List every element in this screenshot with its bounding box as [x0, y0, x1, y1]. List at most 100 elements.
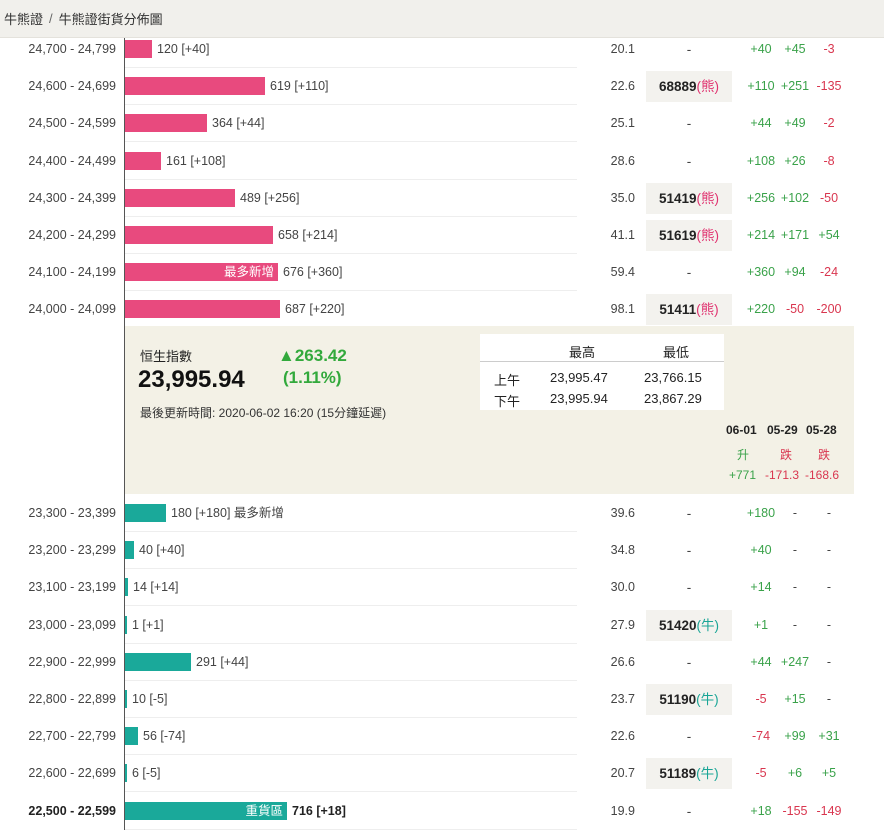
- row-divider: [125, 104, 577, 106]
- bear-distribution-bar[interactable]: [125, 188, 235, 207]
- strike-range: 23,000 - 23,099: [28, 617, 116, 632]
- bull-distribution-bar[interactable]: [125, 727, 138, 746]
- bull-distribution-bar[interactable]: [125, 690, 127, 708]
- direction-2: 跌: [780, 448, 793, 462]
- bull-distribution-bar[interactable]: [125, 652, 191, 671]
- warrant-code-number: 51420: [658, 617, 697, 633]
- date-header-3: 05-28: [806, 423, 837, 437]
- percent-value: 27.9: [610, 617, 635, 632]
- percent-value: 25.1: [610, 116, 635, 131]
- pm-label: 下午: [494, 394, 521, 409]
- strike-range: 23,100 - 23,199: [28, 580, 116, 595]
- warrant-code-number: 51411: [659, 302, 697, 318]
- pm-high: 23,995.94: [550, 391, 608, 406]
- strike-range: 22,500 - 22,599: [28, 803, 116, 818]
- warrant-code: -: [646, 796, 732, 827]
- index-total-change-2: -171.3: [765, 468, 800, 482]
- daily-change-2: +171: [780, 228, 810, 242]
- breadcrumb-separator: /: [49, 11, 53, 26]
- outstanding-quantity: 6 [-5]: [132, 766, 161, 781]
- strike-range: 24,000 - 24,099: [28, 302, 116, 317]
- outstanding-quantity: 619 [+110]: [270, 79, 329, 94]
- bear-distribution-bar[interactable]: [125, 226, 273, 244]
- bull-distribution-bar[interactable]: [125, 615, 127, 634]
- daily-change-1: +44: [750, 654, 772, 669]
- percent-value: 59.4: [610, 265, 635, 280]
- daily-change-1: +108: [746, 153, 776, 168]
- strike-range: 24,700 - 24,799: [28, 42, 116, 56]
- row-divider: [125, 679, 577, 681]
- warrant-code-link[interactable]: 51420(牛): [646, 609, 732, 641]
- bear-distribution-bar[interactable]: [125, 40, 152, 58]
- daily-change-2: -: [792, 617, 798, 632]
- daily-change-3: -50: [819, 190, 839, 205]
- bull-distribution-bar[interactable]: 重貨區: [125, 801, 287, 820]
- bull-distribution-bar[interactable]: [125, 504, 166, 522]
- daily-change-1: +40: [750, 543, 772, 558]
- table-row: 24,600 - 24,699 619 [+110] 22.6 68889(熊) +11…: [0, 68, 884, 106]
- bear-distribution-bar[interactable]: [125, 151, 161, 170]
- high-low-divider: [480, 361, 724, 362]
- warrant-code-link[interactable]: 68889(熊): [646, 71, 732, 103]
- warrant-code-empty: -: [686, 803, 692, 819]
- table-row: 24,200 - 24,299 658 [+214] 41.1 51619(熊) +21…: [0, 217, 884, 254]
- row-divider: [125, 828, 577, 830]
- percent-value: 39.6: [610, 506, 635, 520]
- percent-value: 19.9: [610, 803, 635, 818]
- bar-inner-label: 重貨區: [245, 803, 283, 818]
- warrant-code-number: 68889: [658, 79, 697, 95]
- daily-change-2: +15: [784, 692, 806, 706]
- warrant-type-tag: (牛): [696, 766, 719, 782]
- daily-change-2: -50: [785, 302, 805, 317]
- index-total-change-1: +771: [729, 468, 757, 482]
- outstanding-quantity: 291 [+44]: [196, 654, 249, 669]
- warrant-code-link[interactable]: 51619(熊): [646, 220, 732, 251]
- bear-distribution-bar[interactable]: [125, 77, 265, 96]
- warrant-code: -: [646, 146, 732, 177]
- breadcrumb-root-link[interactable]: 牛熊證: [4, 12, 44, 27]
- percent-value: 98.1: [610, 302, 635, 317]
- percent-value: 20.7: [610, 766, 635, 781]
- warrant-code-empty: -: [686, 265, 692, 281]
- strike-range: 24,100 - 24,199: [28, 265, 116, 280]
- strike-range: 24,600 - 24,699: [28, 79, 116, 94]
- table-row: 24,300 - 24,399 489 [+256] 35.0 51419(熊) +25…: [0, 180, 884, 217]
- bear-distribution-bar[interactable]: [125, 114, 207, 133]
- bear-distribution-bar[interactable]: [125, 300, 280, 319]
- table-row: 24,500 - 24,599 364 [+44] 25.1 - +44 +49 -2: [0, 105, 884, 143]
- daily-change-1: -5: [755, 766, 767, 781]
- bull-distribution-bar[interactable]: [125, 764, 127, 783]
- strike-range: 22,600 - 22,699: [28, 766, 116, 781]
- outstanding-quantity: 687 [+220]: [285, 302, 345, 317]
- table-row: 23,000 - 23,099 1 [+1] 27.9 51420(牛) +1 - -: [0, 607, 884, 644]
- daily-change-2: -155: [782, 803, 808, 818]
- daily-change-2: -: [792, 543, 798, 558]
- daily-change-1: +40: [750, 42, 772, 56]
- warrant-code-link[interactable]: 51190(牛): [646, 684, 732, 715]
- table-row: 24,700 - 24,799 120 [+40] 20.1 - +40 +45 -3: [0, 31, 884, 68]
- warrant-code-link[interactable]: 51419(熊): [646, 182, 732, 214]
- warrant-type-tag: (牛): [696, 617, 720, 633]
- last-updated-text: 最後更新時間: 2020-06-02 16:20 (15分鐘延遲): [140, 406, 387, 420]
- warrant-code-empty: -: [686, 42, 692, 57]
- daily-change-2: +6: [787, 766, 803, 781]
- daily-change-1: +18: [750, 803, 772, 818]
- strike-range: 22,800 - 22,899: [28, 692, 116, 706]
- strike-range: 22,900 - 22,999: [28, 654, 116, 669]
- daily-change-2: -: [792, 580, 798, 595]
- date-header-2: 05-29: [767, 423, 798, 437]
- table-row: 22,700 - 22,799 56 [-74] 22.6 - -74 +99 +31: [0, 718, 884, 756]
- bull-distribution-bar[interactable]: [125, 541, 134, 560]
- daily-change-2: +49: [784, 116, 806, 131]
- warrant-code-link[interactable]: 51189(牛): [646, 758, 732, 790]
- daily-change-2: +45: [784, 42, 806, 56]
- bull-distribution-bar[interactable]: [125, 578, 128, 597]
- distribution-axis-line: [124, 38, 125, 830]
- am-low: 23,766.15: [644, 370, 702, 385]
- percent-value: 22.6: [610, 79, 635, 94]
- bear-distribution-bar[interactable]: 最多新增: [125, 263, 278, 282]
- row-divider: [125, 67, 577, 68]
- warrant-code-link[interactable]: 51411(熊): [646, 294, 732, 326]
- outstanding-quantity: 120 [+40]: [157, 42, 210, 56]
